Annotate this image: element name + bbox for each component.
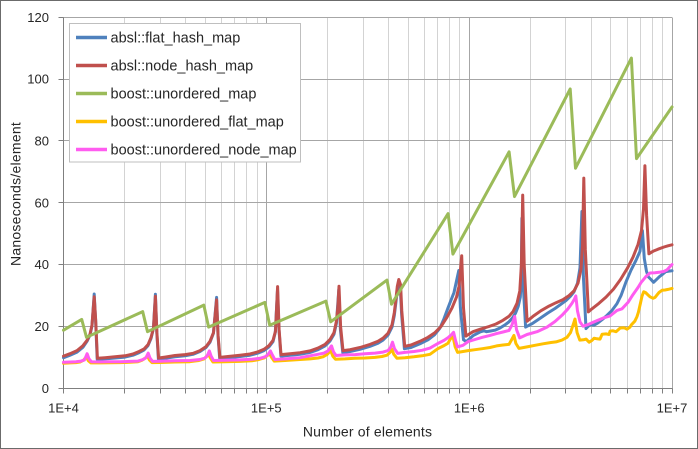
svg-text:40: 40	[35, 257, 49, 272]
svg-text:60: 60	[35, 195, 49, 210]
svg-text:80: 80	[35, 134, 49, 149]
svg-text:boost::unordered_flat_map: boost::unordered_flat_map	[111, 115, 284, 131]
svg-text:absl::flat_hash_map: absl::flat_hash_map	[111, 31, 241, 47]
svg-text:0: 0	[42, 381, 49, 396]
svg-text:boost::unordered_map: boost::unordered_map	[111, 87, 257, 103]
svg-text:120: 120	[27, 10, 49, 25]
svg-text:100: 100	[27, 72, 49, 87]
svg-text:1E+4: 1E+4	[48, 401, 79, 416]
svg-text:1E+7: 1E+7	[657, 401, 688, 416]
svg-text:absl::node_hash_map: absl::node_hash_map	[111, 59, 254, 75]
svg-text:20: 20	[35, 319, 49, 334]
svg-text:Number of elements: Number of elements	[303, 424, 432, 440]
svg-text:1E+5: 1E+5	[251, 401, 282, 416]
svg-text:boost::unordered_node_map: boost::unordered_node_map	[111, 143, 297, 159]
svg-text:1E+6: 1E+6	[454, 401, 485, 416]
svg-text:Nanoseconds/element: Nanoseconds/element	[8, 122, 24, 266]
